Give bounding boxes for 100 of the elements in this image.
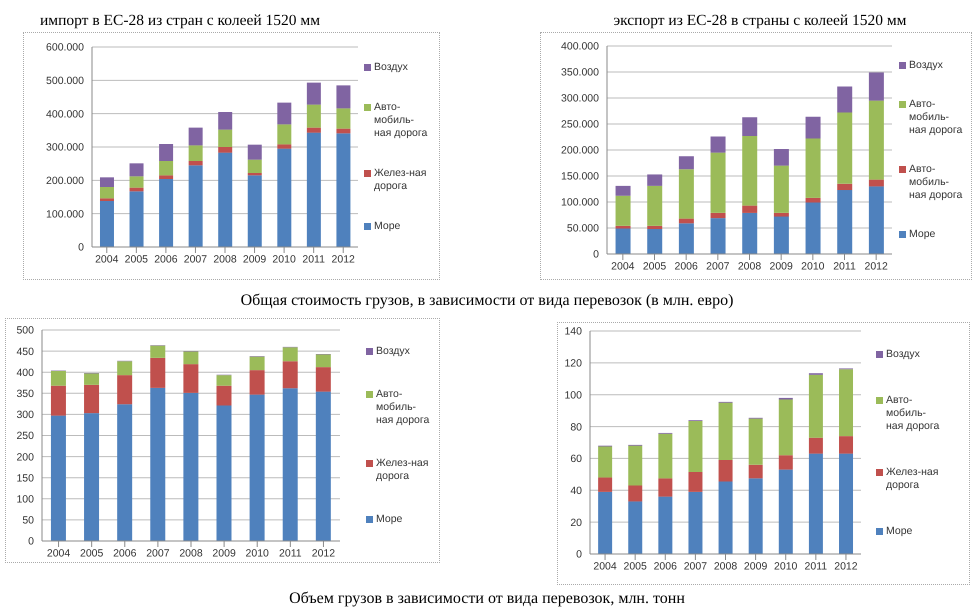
y-tick-label: 400 bbox=[16, 366, 34, 379]
bar bbox=[218, 112, 232, 130]
y-tick-label: 500.000 bbox=[46, 75, 84, 88]
bar bbox=[150, 346, 166, 358]
bar bbox=[183, 392, 198, 541]
x-tick-label: 2012 bbox=[834, 560, 858, 572]
bar bbox=[150, 388, 166, 541]
bar bbox=[710, 218, 726, 254]
y-tick-label: 50 bbox=[22, 514, 34, 527]
x-tick-label: 2007 bbox=[706, 260, 730, 272]
y-tick-label: 500 bbox=[16, 324, 34, 337]
bar bbox=[277, 148, 292, 247]
bar bbox=[710, 152, 726, 213]
legend-label: Авто-мобиль-ная дорога bbox=[374, 100, 428, 140]
bar bbox=[647, 186, 662, 226]
bar bbox=[84, 384, 100, 414]
y-tick-label: 200.000 bbox=[561, 144, 600, 157]
bar bbox=[658, 496, 672, 554]
bar bbox=[806, 138, 821, 198]
x-tick-label: 2004 bbox=[593, 560, 617, 572]
bar bbox=[218, 147, 232, 153]
x-tick-label: 2010 bbox=[272, 253, 296, 266]
x-tick-label: 2005 bbox=[642, 260, 666, 272]
x-tick-label: 2010 bbox=[801, 260, 825, 272]
legend-label: Авто-мобиль-ная дорога bbox=[909, 163, 964, 202]
bar bbox=[774, 166, 789, 213]
bar bbox=[774, 216, 789, 254]
y-tick-label: 250.000 bbox=[561, 118, 600, 131]
bar bbox=[188, 145, 203, 161]
legend-label: Море bbox=[376, 513, 404, 526]
y-tick-label: 300 bbox=[16, 409, 34, 422]
bar bbox=[742, 136, 758, 206]
x-tick-label: 2009 bbox=[769, 260, 794, 272]
legend-label: Море bbox=[374, 220, 402, 234]
bar bbox=[250, 394, 265, 541]
bar bbox=[616, 186, 631, 196]
bar bbox=[248, 144, 262, 160]
x-tick-label: 2006 bbox=[154, 253, 178, 266]
bar bbox=[336, 133, 350, 247]
y-tick-label: 80 bbox=[570, 421, 582, 434]
bar bbox=[216, 386, 232, 406]
legend-label: Воздух bbox=[886, 348, 921, 360]
bar bbox=[742, 212, 758, 254]
bar bbox=[628, 501, 642, 554]
bar bbox=[84, 373, 100, 385]
bar bbox=[50, 370, 66, 386]
bar bbox=[50, 416, 66, 541]
bar bbox=[806, 116, 821, 139]
bar bbox=[658, 434, 672, 478]
bar bbox=[150, 358, 166, 388]
bar bbox=[678, 223, 694, 254]
bar bbox=[808, 374, 823, 438]
bar bbox=[598, 478, 612, 492]
bar bbox=[616, 228, 631, 254]
bar bbox=[277, 102, 292, 124]
x-tick-label: 2011 bbox=[279, 547, 302, 560]
x-tick-label: 2008 bbox=[179, 547, 203, 560]
bar bbox=[778, 470, 793, 554]
bar bbox=[336, 85, 350, 108]
bar bbox=[837, 86, 852, 113]
bar bbox=[678, 156, 694, 170]
bar bbox=[218, 152, 232, 247]
bar bbox=[868, 180, 884, 186]
x-tick-label: 2009 bbox=[212, 547, 236, 560]
bar bbox=[159, 144, 174, 161]
y-tick-label: 350 bbox=[16, 388, 34, 400]
bar bbox=[100, 198, 114, 201]
y-tick-label: 100.000 bbox=[561, 196, 600, 209]
bar bbox=[248, 160, 262, 173]
bar bbox=[248, 175, 262, 247]
bar bbox=[628, 446, 642, 486]
bar bbox=[188, 161, 203, 166]
bar bbox=[628, 486, 642, 502]
bar bbox=[748, 418, 763, 465]
legend-label: Воздух bbox=[374, 60, 409, 74]
bar bbox=[647, 229, 662, 254]
bar bbox=[188, 128, 203, 146]
bar bbox=[183, 352, 198, 364]
bar bbox=[336, 108, 350, 129]
y-tick-label: 120 bbox=[564, 358, 582, 370]
legend-label: Желез-ная дорога bbox=[376, 457, 430, 483]
x-tick-label: 2005 bbox=[80, 547, 104, 560]
y-tick-label: 300.000 bbox=[561, 92, 600, 105]
bar bbox=[336, 128, 350, 134]
bar bbox=[130, 176, 144, 188]
x-tick-label: 2006 bbox=[113, 547, 137, 560]
y-tick-label: 140 bbox=[564, 326, 582, 338]
bar bbox=[748, 464, 763, 478]
legend-label: Авто-мобиль-ная дорога bbox=[886, 394, 940, 432]
bar bbox=[306, 128, 321, 133]
x-tick-label: 2012 bbox=[332, 253, 356, 266]
bar bbox=[837, 112, 852, 184]
bar bbox=[718, 402, 733, 460]
x-tick-label: 2007 bbox=[684, 560, 708, 572]
bar bbox=[647, 174, 662, 186]
bar bbox=[774, 148, 789, 166]
bar bbox=[658, 478, 672, 497]
x-tick-label: 2005 bbox=[623, 560, 648, 572]
bar bbox=[839, 436, 854, 454]
bar bbox=[117, 375, 132, 404]
